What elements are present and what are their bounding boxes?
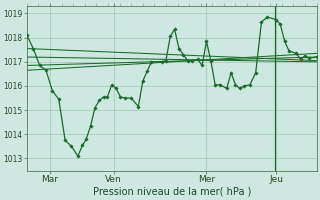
X-axis label: Pression niveau de la mer( hPa ): Pression niveau de la mer( hPa ) xyxy=(92,187,251,197)
